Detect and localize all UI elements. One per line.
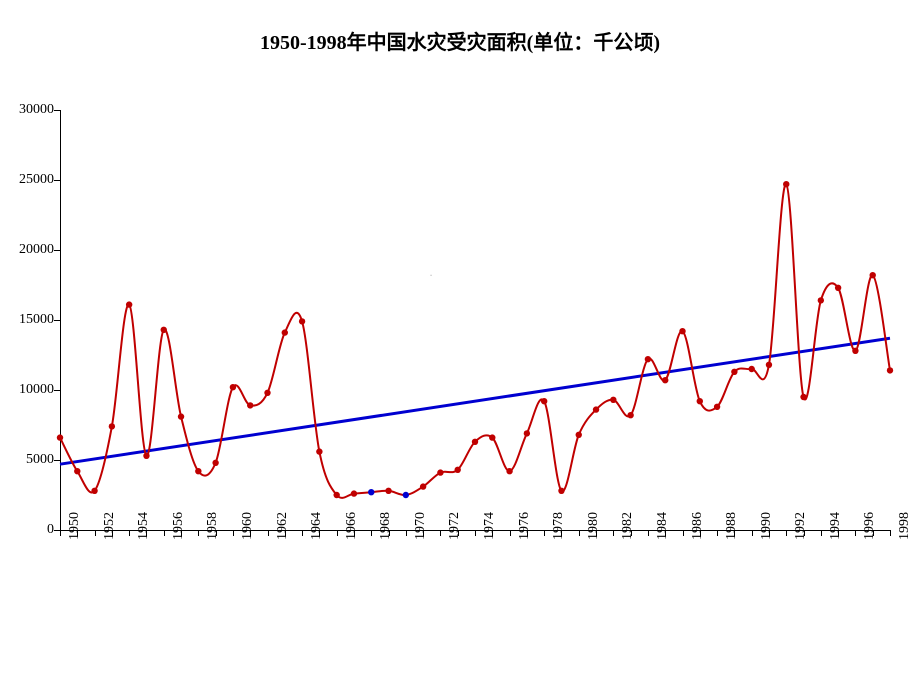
data-point (230, 384, 236, 390)
data-point (178, 413, 184, 419)
x-tick (440, 530, 441, 536)
data-point (57, 434, 63, 440)
data-point (887, 367, 893, 373)
data-line (60, 184, 890, 498)
data-point (576, 432, 582, 438)
y-tick-label: 10000 (4, 382, 54, 398)
data-point (489, 434, 495, 440)
data-point (714, 404, 720, 410)
data-point (472, 439, 478, 445)
chart-canvas: 1950-1998年中国水灾受灾面积(单位：千公顷) 0500010000150… (0, 0, 920, 690)
x-tick (648, 530, 649, 536)
x-tick (233, 530, 234, 536)
x-tick (164, 530, 165, 536)
y-tick-label: 0 (4, 522, 54, 538)
data-point (800, 394, 806, 400)
data-point (541, 398, 547, 404)
y-tick-label: 30000 (4, 102, 54, 118)
data-point (506, 468, 512, 474)
x-tick (268, 530, 269, 536)
y-tick-label: 15000 (4, 312, 54, 328)
x-tick (683, 530, 684, 536)
data-point (195, 468, 201, 474)
y-tick-label: 20000 (4, 242, 54, 258)
data-point (610, 397, 616, 403)
data-point (818, 297, 824, 303)
data-point (835, 285, 841, 291)
data-point (247, 402, 253, 408)
data-point (437, 469, 443, 475)
x-tick (371, 530, 372, 536)
data-point (870, 272, 876, 278)
x-tick (579, 530, 580, 536)
data-point (126, 301, 132, 307)
data-point (351, 490, 357, 496)
data-point (212, 460, 218, 466)
data-point (731, 369, 737, 375)
data-point (766, 362, 772, 368)
data-point (316, 448, 322, 454)
y-tick-label: 5000 (4, 452, 54, 468)
x-tick (95, 530, 96, 536)
data-point (333, 492, 339, 498)
data-point (161, 327, 167, 333)
data-point (662, 377, 668, 383)
x-tick (786, 530, 787, 536)
x-tick (60, 530, 61, 536)
x-tick (544, 530, 545, 536)
x-tick (129, 530, 130, 536)
data-point (143, 453, 149, 459)
y-tick-label: 25000 (4, 172, 54, 188)
data-point (109, 423, 115, 429)
plot-area: 0500010000150002000025000300001950195219… (60, 110, 890, 530)
data-point (368, 489, 374, 495)
data-point (852, 348, 858, 354)
data-point (455, 467, 461, 473)
data-point (385, 488, 391, 494)
data-point (627, 412, 633, 418)
x-tick (510, 530, 511, 536)
data-point (783, 181, 789, 187)
data-point (645, 356, 651, 362)
data-point (299, 318, 305, 324)
x-tick (821, 530, 822, 536)
x-tick (890, 530, 891, 536)
data-point (748, 366, 754, 372)
watermark: . (429, 265, 432, 279)
data-point (593, 406, 599, 412)
series-layer (60, 110, 890, 530)
x-tick (406, 530, 407, 536)
data-point (74, 468, 80, 474)
data-point (403, 492, 409, 498)
x-tick (717, 530, 718, 536)
x-tick-label: 1998 (897, 512, 913, 540)
data-point (679, 328, 685, 334)
x-tick (475, 530, 476, 536)
data-point (264, 390, 270, 396)
chart-title: 1950-1998年中国水灾受灾面积(单位：千公顷) (0, 26, 920, 55)
data-point (282, 329, 288, 335)
x-tick (337, 530, 338, 536)
data-point (420, 483, 426, 489)
x-tick (752, 530, 753, 536)
data-point (697, 398, 703, 404)
x-tick (198, 530, 199, 536)
data-point (91, 488, 97, 494)
x-tick (613, 530, 614, 536)
x-tick (855, 530, 856, 536)
x-tick (302, 530, 303, 536)
data-point (558, 488, 564, 494)
trend-line (60, 338, 890, 464)
data-point (524, 430, 530, 436)
